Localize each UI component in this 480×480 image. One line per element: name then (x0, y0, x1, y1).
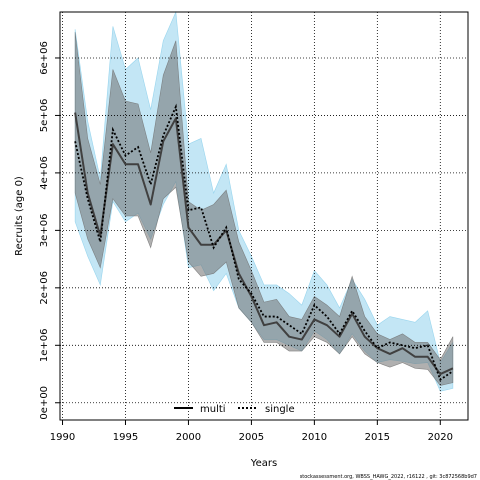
y-tick-label-2e+06: 2e+06 (39, 271, 50, 305)
plot-frame (59, 11, 469, 421)
y-tick-label-1e+06: 1e+06 (39, 328, 50, 362)
legend-label-single: single (265, 404, 295, 415)
legend-label-multi: multi (200, 404, 226, 415)
y-axis: 0e+00 1e+06 2e+06 3e+06 4e+06 5e+06 6e+06 (39, 41, 60, 420)
x-tick-label-2020: 2020 (428, 432, 453, 443)
y-tick-label-6e+06: 6e+06 (39, 41, 50, 75)
x-tick-label-2010: 2010 (302, 432, 327, 443)
x-tick-label-2015: 2015 (365, 432, 390, 443)
legend: multi single (174, 404, 295, 415)
x-axis: 1990 1995 2000 2005 2010 2015 2020 (50, 420, 453, 443)
y-tick-label-5e+06: 5e+06 (39, 99, 50, 133)
y-axis-label: Recruits (age 0) (14, 176, 25, 256)
x-tick-label-2000: 2000 (176, 432, 201, 443)
x-tick-label-2005: 2005 (239, 432, 264, 443)
x-axis-label: Years (250, 458, 277, 469)
y-tick-label-3e+06: 3e+06 (39, 214, 50, 248)
grid-lines (60, 12, 468, 420)
band-multi (74, 32, 454, 386)
x-tick-label-1990: 1990 (50, 432, 75, 443)
line-single (74, 103, 454, 382)
y-tick-label-4e+06: 4e+06 (39, 156, 50, 190)
confidence-bands (74, 10, 454, 392)
line-multi (74, 112, 454, 376)
footer-credit: stockassessment.org, WBSS_HAWG_2022, r16… (300, 474, 477, 480)
x-tick-label-1995: 1995 (113, 432, 138, 443)
series-lines (74, 103, 454, 382)
y-tick-label-0e+00: 0e+00 (39, 386, 50, 420)
